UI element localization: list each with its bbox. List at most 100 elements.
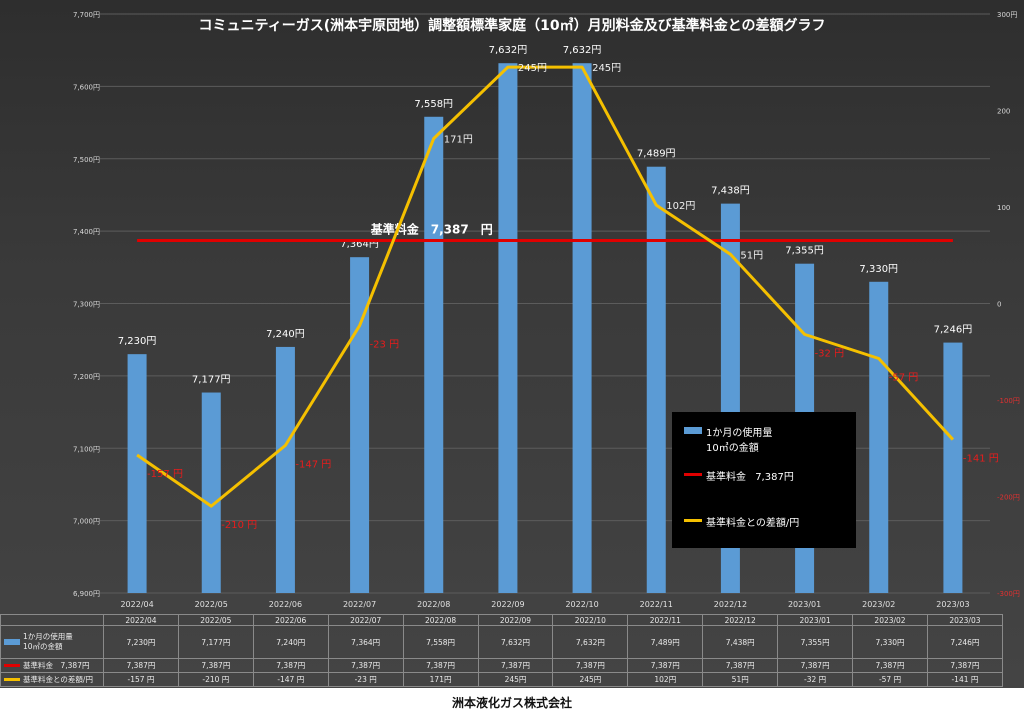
table-header-cell: 2023/03	[926, 614, 1003, 626]
table-cell: 7,387円	[702, 658, 779, 673]
y-tick-label: 7,600円	[73, 83, 100, 91]
table-cell: 7,438円	[702, 625, 779, 659]
table-row: 1か月の使用量 10㎥の金額 7,230円 7,177円 7,240円 7,364円 7,…	[0, 625, 1003, 659]
table-cell: 7,246円	[926, 625, 1003, 659]
table-corner-cell	[0, 614, 104, 626]
table-header-cell: 2022/10	[552, 614, 629, 626]
table-cell: 171円	[402, 672, 479, 687]
table-cell: 7,240円	[252, 625, 329, 659]
chart-canvas: コミュニティーガス(洲本宇原団地）調整額標準家庭（10㎥）月別料金及び基準料金と…	[73, 11, 1020, 609]
table-cell: 7,387円	[177, 658, 254, 673]
table-header-cell: 2022/04	[103, 614, 179, 626]
bar-data-label: 7,177円	[192, 375, 231, 386]
table-header-cell: 2022/12	[702, 614, 779, 626]
chart-frame: コミュニティーガス(洲本宇原団地）調整額標準家庭（10㎥）月別料金及び基準料金と…	[0, 0, 1024, 688]
table-cell: 7,387円	[777, 658, 854, 673]
y-tick-label: 7,200円	[73, 373, 100, 381]
x-tick-label: 2022/04	[120, 600, 153, 609]
table-row-label: 1か月の使用量 10㎥の金額	[23, 632, 73, 651]
legend-base-label: 基準料金	[706, 472, 746, 483]
x-tick-label: 2022/11	[640, 600, 673, 609]
difference-data-label: 102円	[666, 201, 695, 212]
table-row-label: 基準料金 7,387円	[23, 660, 90, 670]
table-cell: 51円	[702, 672, 779, 687]
bar-data-label: 7,489円	[637, 149, 676, 160]
legend-diff-label: 基準料金との差額/円	[706, 518, 800, 529]
x-tick-label: 2022/10	[565, 600, 598, 609]
bar	[350, 257, 370, 593]
difference-data-label: 51円	[740, 250, 763, 261]
table-row-header: 1か月の使用量 10㎥の金額	[0, 625, 104, 659]
base-price-annotation: 基準料金 7,387 円	[370, 222, 493, 237]
x-tick-label: 2022/07	[343, 600, 376, 609]
x-tick-label: 2022/12	[714, 600, 747, 609]
bar-data-label: 7,246円	[934, 325, 973, 336]
bar	[646, 166, 666, 593]
legend-swatch-base	[684, 473, 702, 476]
bar-data-label: 7,230円	[118, 336, 157, 347]
legend-bar-label-line1: 1か月の使用量	[706, 428, 773, 439]
legend-item-bar: 1か月の使用量 10㎥の金額	[684, 424, 773, 454]
difference-data-label: -57 円	[889, 373, 919, 384]
table-row: 基準料金との差額/円 -157 円 -210 円 -147 円 -23 円 171円 245…	[0, 672, 1003, 687]
y-tick-label: 7,300円	[73, 301, 100, 309]
bar-data-label: 7,558円	[414, 99, 453, 110]
table-cell: 7,387円	[327, 658, 404, 673]
y-tick-label: 7,500円	[73, 156, 100, 164]
table-row-header: 基準料金 7,387円	[0, 658, 104, 673]
table-cell: 7,387円	[477, 658, 554, 673]
y2-tick-label: -300円	[997, 590, 1020, 598]
table-cell: 7,387円	[252, 658, 329, 673]
table-header-cell: 2022/09	[477, 614, 554, 626]
bar-data-label: 7,632円	[489, 45, 528, 56]
difference-data-label: -32 円	[815, 348, 845, 359]
legend: 1か月の使用量 10㎥の金額 基準料金 7,387円 基準料金との差額/円	[672, 412, 856, 548]
table-header-cell: 2022/08	[402, 614, 479, 626]
x-tick-label: 2023/01	[788, 600, 821, 609]
table-cell: 7,230円	[103, 625, 179, 659]
table-cell: -57 円	[852, 672, 928, 687]
x-tick-label: 2022/08	[417, 600, 450, 609]
table-cell: -141 円	[926, 672, 1003, 687]
table-cell: 7,387円	[852, 658, 928, 673]
table-cell: 245円	[552, 672, 629, 687]
difference-data-label: -141 円	[963, 454, 999, 465]
bar-data-label: 7,240円	[266, 329, 305, 340]
bar	[424, 116, 444, 594]
y-tick-label: 7,100円	[73, 445, 100, 453]
table-cell: 7,355円	[777, 625, 854, 659]
table-header-cell: 2023/02	[852, 614, 928, 626]
legend-item-base: 基準料金 7,387円	[684, 468, 794, 483]
chart-title: コミュニティーガス(洲本宇原団地）調整額標準家庭（10㎥）月別料金及び基準料金と…	[199, 17, 826, 34]
table-cell: -147 円	[252, 672, 329, 687]
y2-tick-label: 100	[997, 204, 1010, 212]
y2-tick-label: 0	[997, 301, 1001, 309]
legend-swatch-diff	[684, 519, 702, 522]
difference-data-label: -157 円	[147, 469, 183, 480]
x-tick-label: 2022/06	[269, 600, 302, 609]
bar	[943, 342, 963, 593]
table-cell: 7,558円	[402, 625, 479, 659]
bar	[572, 63, 592, 593]
y-tick-label: 6,900円	[73, 590, 100, 598]
y2-tick-label: -200円	[997, 494, 1020, 502]
bar	[498, 63, 518, 593]
data-table: 2022/04 2022/05 2022/06 2022/07 2022/08 2022/…	[0, 614, 1003, 687]
difference-data-label: -147 円	[295, 459, 331, 470]
table-cell: 7,330円	[852, 625, 928, 659]
table-cell: 7,387円	[103, 658, 179, 673]
table-cell: 7,387円	[926, 658, 1003, 673]
table-header-cell: 2023/01	[777, 614, 854, 626]
y-tick-label: 7,000円	[73, 518, 100, 526]
table-cell: 102円	[627, 672, 704, 687]
table-cell: 245円	[477, 672, 554, 687]
table-header-cell: 2022/07	[327, 614, 404, 626]
table-cell: 7,489円	[627, 625, 704, 659]
bar-data-label: 7,632円	[563, 45, 602, 56]
table-row-label: 基準料金との差額/円	[23, 674, 93, 684]
bar-data-label: 7,364円	[340, 239, 379, 250]
table-header-cell: 2022/11	[627, 614, 704, 626]
table-header-cell: 2022/05	[177, 614, 254, 626]
difference-data-label: -23 円	[370, 340, 400, 351]
table-cell: 7,632円	[477, 625, 554, 659]
